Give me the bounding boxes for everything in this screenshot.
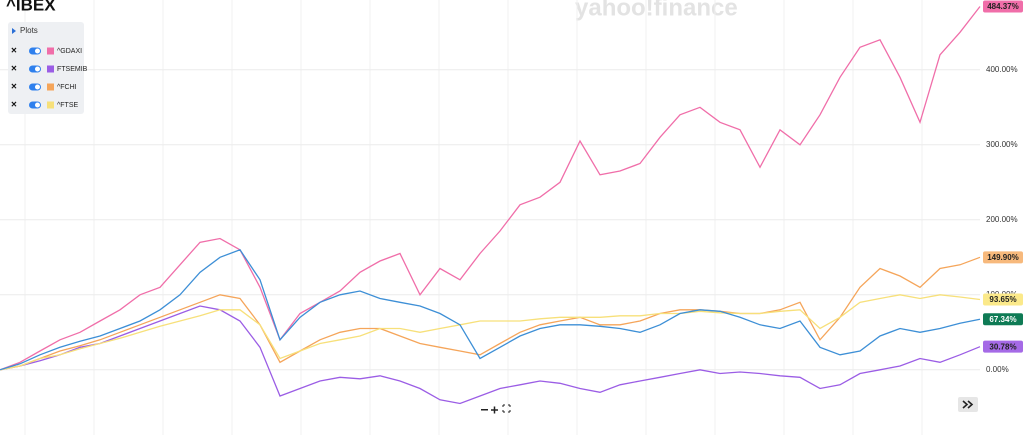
end-label-text: 30.78% xyxy=(989,342,1016,351)
end-label: 93.65% xyxy=(983,293,1023,306)
chart-title: ^IBEX xyxy=(6,0,56,14)
end-label-box xyxy=(983,293,1023,306)
legend-remove[interactable]: × xyxy=(11,46,17,57)
end-label-box xyxy=(983,251,1023,264)
plot xyxy=(0,6,981,405)
zoom-out[interactable] xyxy=(481,409,488,411)
series-line xyxy=(0,294,981,371)
series-line xyxy=(0,256,981,371)
legend-swatch xyxy=(47,65,54,73)
legend-toggle-knob xyxy=(35,66,40,72)
legend-label: ^FTSE xyxy=(57,102,79,109)
legend-toggle-knob xyxy=(35,48,40,54)
series-line xyxy=(0,249,981,371)
end-label-box xyxy=(983,313,1023,326)
legend: Plots × ^GDAXI × FTSEMIB × ^FCHI × ^FTSE xyxy=(8,22,88,114)
end-label-text: 67.34% xyxy=(989,315,1016,324)
zoom-reset[interactable] xyxy=(502,404,511,413)
end-label: 484.37% xyxy=(983,0,1023,13)
legend-label: FTSEMIB xyxy=(57,66,88,73)
legend-caret[interactable] xyxy=(12,28,16,34)
legend-title: Plots xyxy=(20,26,38,35)
y-tick-label: 200.00% xyxy=(986,215,1018,224)
end-label-text: 93.65% xyxy=(989,295,1016,304)
end-label: 149.90% xyxy=(983,251,1023,264)
scroll-icon xyxy=(962,400,974,409)
end-label: 30.78% xyxy=(983,340,1023,353)
series-line xyxy=(0,6,981,371)
legend-remove[interactable]: × xyxy=(11,82,17,93)
grid xyxy=(0,0,980,435)
legend-box xyxy=(8,22,84,114)
legend-label: ^GDAXI xyxy=(57,48,82,55)
legend-toggle-knob xyxy=(35,84,40,90)
legend-label: ^FCHI xyxy=(57,84,77,91)
watermark: yahoo!finance xyxy=(575,0,738,21)
legend-remove[interactable]: × xyxy=(11,100,17,111)
legend-toggle-knob xyxy=(35,102,40,108)
end-label: 67.34% xyxy=(983,313,1023,326)
legend-swatch xyxy=(47,101,54,109)
end-label-box xyxy=(983,0,1023,13)
legend-swatch xyxy=(47,83,54,91)
end-label-box xyxy=(983,340,1023,353)
y-tick-label: 300.00% xyxy=(986,140,1018,149)
end-label-text: 149.90% xyxy=(987,253,1019,262)
y-tick-label: 400.00% xyxy=(986,65,1018,74)
zoom-controls xyxy=(481,397,978,414)
series-line xyxy=(0,305,981,405)
y-tick-label: 0.00% xyxy=(986,365,1009,374)
zoom-in[interactable] xyxy=(491,406,498,414)
legend-swatch xyxy=(47,47,54,55)
legend-remove[interactable]: × xyxy=(11,64,17,75)
end-label-text: 484.37% xyxy=(987,2,1019,11)
